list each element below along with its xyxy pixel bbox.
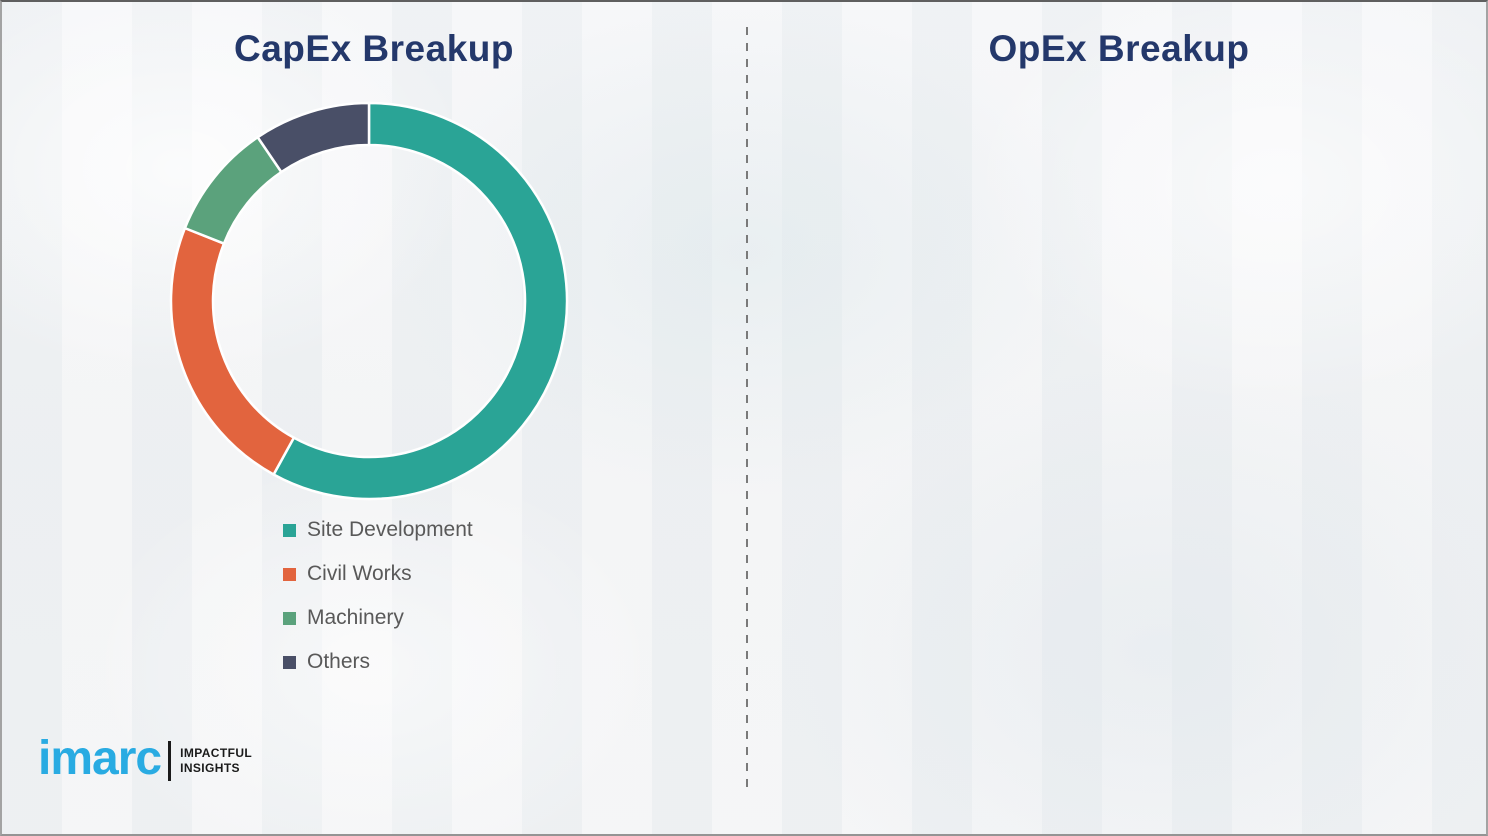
logo-tagline: IMPACTFUL INSIGHTS xyxy=(180,746,252,776)
legend-item: Civil Works xyxy=(283,552,473,596)
legend-swatch xyxy=(283,567,296,581)
capex-title: CapEx Breakup xyxy=(234,28,514,69)
donut-slice-site-development xyxy=(271,101,569,501)
imarc-logo: imarc IMPACTFUL INSIGHTS xyxy=(38,732,252,785)
legend-swatch xyxy=(283,655,296,669)
logo-tagline-line1: IMPACTFUL xyxy=(180,746,253,760)
capex-panel: CapEx Breakup Site Development Civil Work… xyxy=(2,2,746,834)
legend-swatch xyxy=(283,611,296,625)
legend-label: Others xyxy=(307,650,371,673)
legend-label: Site Development xyxy=(307,518,473,541)
logo-tagline-line2: INSIGHTS xyxy=(180,761,240,775)
opex-panel: OpEx Breakup Raw MaterialsSalaries and W… xyxy=(748,2,1486,834)
legend-label: Civil Works xyxy=(307,562,412,585)
donut-slice-others xyxy=(255,101,371,174)
capex-legend: Site Development Civil Works Machinery Othe… xyxy=(283,508,473,684)
opex-title: OpEx Breakup xyxy=(988,28,1250,69)
legend-item: Machinery xyxy=(283,596,473,640)
capex-donut-chart xyxy=(169,101,569,501)
dashed-divider xyxy=(746,27,748,793)
imarc-logo-wordmark: imarc xyxy=(38,732,162,785)
legend-item: Site Development xyxy=(283,508,473,552)
donut-slice-machinery xyxy=(183,135,284,246)
legend-item: Others xyxy=(283,640,473,684)
logo-divider-bar xyxy=(168,741,172,781)
legend-swatch xyxy=(283,523,296,537)
donut-slice-civil-works xyxy=(169,226,296,477)
legend-label: Machinery xyxy=(307,606,404,629)
